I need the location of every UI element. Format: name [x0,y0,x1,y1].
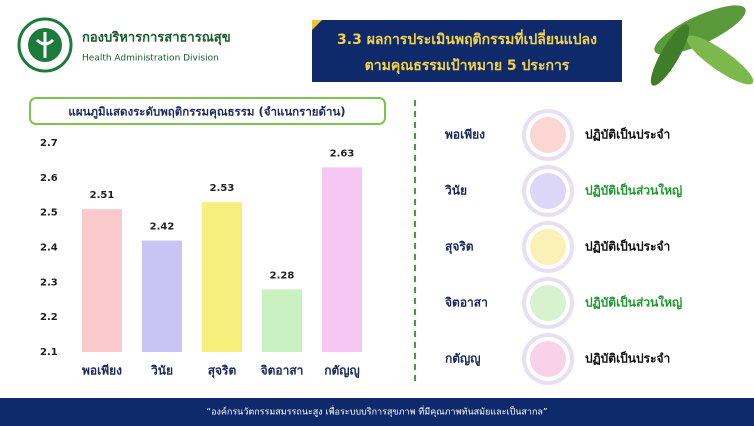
y-tick-label: 2.4 [40,243,58,254]
title-line1: 3.3 ผลการประเมินพฤติกรรมที่เปลี่ยนแปลง [337,29,597,48]
result-icon [530,117,566,153]
result-status: ปฏิบัติเป็นส่วนใหญ่ [585,295,682,310]
x-tick-label: กตัญญู [324,364,360,379]
bar [202,202,242,352]
y-tick-label: 2.6 [40,173,58,184]
y-tick-label: 2.3 [40,277,58,288]
title-line2: ตามคุณธรรมเป้าหมาย 5 ประการ [365,58,570,74]
x-tick-label: วินัย [151,364,173,378]
result-name: วินัย [445,184,467,198]
data-label: 2.53 [210,183,235,194]
x-tick-label: จิตอาสา [261,364,304,378]
result-status: ปฏิบัติเป็นประจำ [585,239,670,254]
result-status: ปฏิบัติเป็นประจำ [585,351,670,366]
logo [19,19,71,71]
x-tick-label: สุจริต [208,364,237,379]
y-tick-label: 2.2 [40,312,58,323]
result-icon [530,229,566,265]
result-name: กตัญญู [445,352,481,367]
bar [262,289,302,352]
result-status: ปฏิบัติเป็นส่วนใหญ่ [585,183,682,198]
result-name: จิตอาสา [445,296,488,310]
result-status: ปฏิบัติเป็นประจำ [585,127,670,142]
result-name: สุจริต [445,240,474,255]
chart-title: แผนภูมิแสดงระดับพฤติกรรมคุณธรรม (จำแนกรา… [68,105,345,120]
result-icon [530,341,566,377]
result-icon [530,173,566,209]
y-tick-label: 2.5 [40,208,58,219]
y-tick-label: 2.7 [40,138,58,149]
bar [322,167,362,352]
data-label: 2.42 [150,222,175,233]
org-name-en: Health Administration Division [82,54,219,64]
org-name: กองบริหารการสาธารณสุข [82,31,231,46]
bar [142,241,182,352]
y-tick-label: 2.1 [40,347,58,358]
data-label: 2.63 [330,148,355,159]
result-icon [530,285,566,321]
x-tick-label: พอเพียง [82,364,122,378]
bar [82,209,122,352]
data-label: 2.51 [90,190,115,201]
slide: กองบริหารการสาธารณสุข Health Administrat… [0,0,754,426]
data-label: 2.28 [270,270,295,281]
result-name: พอเพียง [445,128,485,142]
